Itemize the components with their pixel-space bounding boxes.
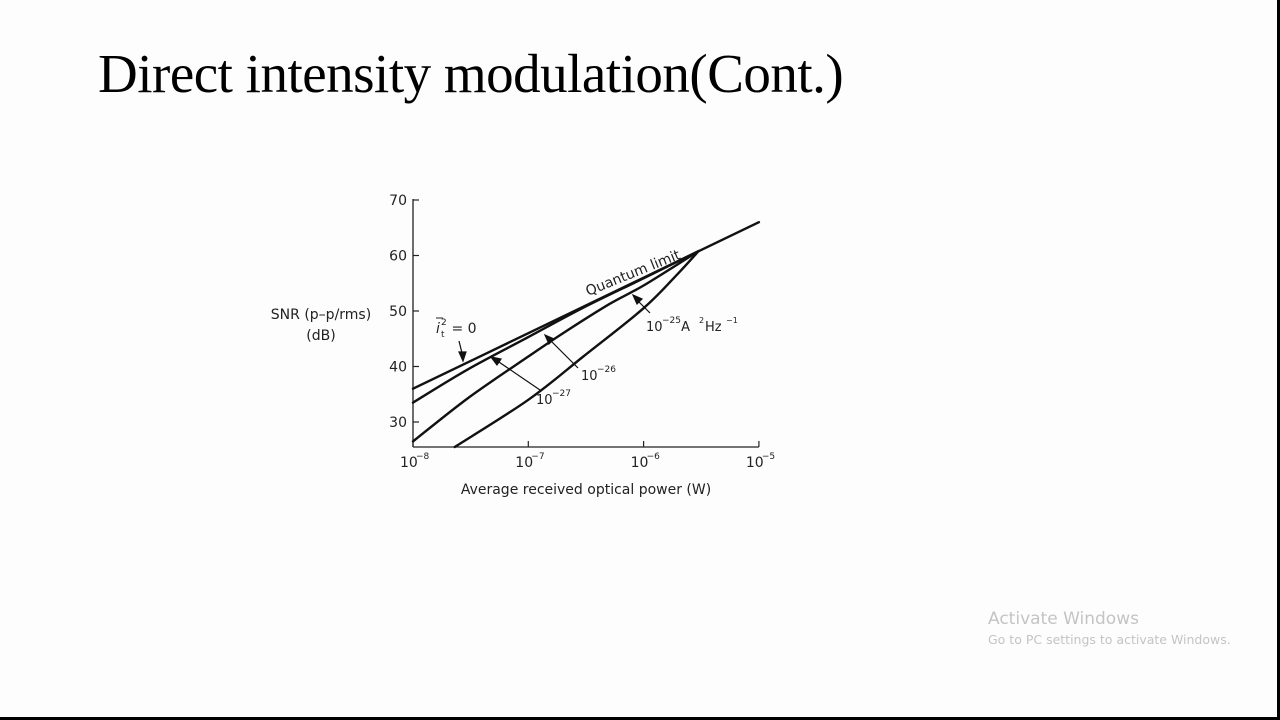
x-axis-label: Average received optical power (W) (461, 482, 711, 498)
svg-text:−1: −1 (726, 316, 738, 325)
svg-text:10: 10 (646, 320, 663, 335)
svg-text:2: 2 (441, 318, 447, 328)
slide-title: Direct intensity modulation(Cont.) (98, 43, 844, 104)
curve-1e-26 (411, 249, 700, 443)
annotation-1e-27: 10 −27 (536, 389, 571, 408)
screen-border-bottom (0, 717, 1280, 720)
annotation-arrows (458, 293, 651, 391)
svg-text:10: 10 (515, 455, 533, 471)
chart-curves (411, 221, 761, 449)
svg-text:−26: −26 (597, 365, 616, 375)
it2-zero-annotation: i 2 t = 0 (436, 317, 477, 340)
y-tick-label: 70 (389, 193, 407, 209)
x-tick-label: 10−7 (515, 452, 544, 471)
svg-text:i: i (436, 321, 440, 337)
x-tick-label: 10−5 (746, 452, 775, 471)
svg-text:Hz: Hz (705, 320, 722, 335)
svg-text:10: 10 (746, 455, 764, 471)
y-axis-label-line1: SNR (p–p/rms) (271, 307, 371, 323)
y-tick-label: 50 (389, 304, 407, 320)
svg-text:2: 2 (699, 316, 704, 325)
svg-text:t: t (441, 330, 445, 340)
screen-border-right (1277, 0, 1280, 720)
svg-text:10: 10 (631, 455, 649, 471)
curve-1e-27 (411, 249, 700, 404)
svg-text:−6: −6 (647, 452, 661, 462)
watermark-subtitle: Go to PC settings to activate Windows. (988, 632, 1231, 647)
svg-text:−7: −7 (531, 452, 544, 462)
x-tick-label: 10−6 (631, 452, 661, 471)
watermark-title: Activate Windows (988, 609, 1139, 629)
y-tick-label: 60 (389, 249, 407, 265)
svg-text:−27: −27 (552, 389, 571, 399)
y-axis-label-line2: (dB) (306, 328, 335, 344)
svg-text:A: A (677, 320, 690, 335)
activate-windows-watermark: Activate Windows Go to PC settings to ac… (988, 609, 1231, 647)
annotation-1e-26: 10 −26 (581, 365, 616, 384)
svg-text:−25: −25 (662, 316, 681, 326)
svg-text:10: 10 (581, 369, 598, 384)
x-tick-label: 10−8 (400, 452, 430, 471)
y-tick-label: 30 (389, 415, 407, 431)
y-tick-label: 40 (389, 360, 407, 376)
svg-text:10: 10 (536, 393, 553, 408)
svg-text:−5: −5 (762, 452, 775, 462)
annotation-1e-25: 10 −25 A 2 Hz −1 (646, 316, 738, 335)
svg-text:= 0: = 0 (447, 321, 477, 337)
svg-text:−8: −8 (416, 452, 430, 462)
curve-1e-25 (453, 249, 700, 449)
svg-text:10: 10 (400, 455, 418, 471)
